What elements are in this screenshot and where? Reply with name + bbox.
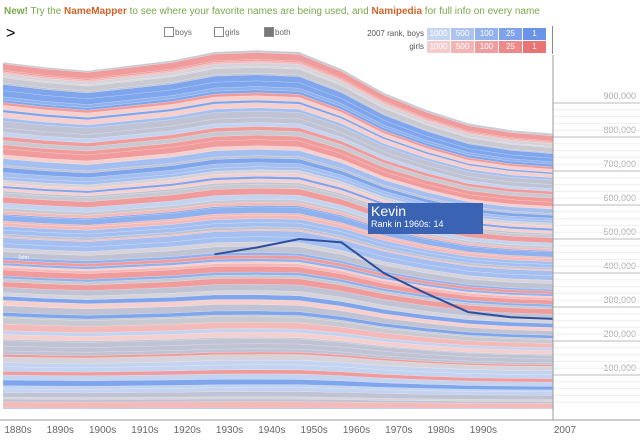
legend-girls-label: girls xyxy=(409,42,424,51)
girl-rank-500-cell[interactable]: 500 xyxy=(451,40,474,53)
girl-rank-25-cell[interactable]: 25 xyxy=(499,40,522,53)
new-label: New! xyxy=(4,6,28,17)
filter-both[interactable]: both xyxy=(264,27,291,37)
promo-banner: New! Try the NameMapper to see where you… xyxy=(4,5,638,18)
tooltip-name: Kevin xyxy=(371,203,407,219)
x-tick-label: 1990s xyxy=(470,425,497,436)
filter-label: both xyxy=(275,27,291,37)
both-checkbox[interactable] xyxy=(264,27,274,37)
girl-rank-1-cell[interactable]: 1 xyxy=(523,40,546,53)
x-tick-label: 1970s xyxy=(385,425,412,436)
girl-rank-100-cell[interactable]: 100 xyxy=(475,40,498,53)
expand-arrow-icon[interactable]: > xyxy=(6,25,16,42)
x-tick-label: 1950s xyxy=(301,425,328,436)
boy-rank-500-cell[interactable]: 500 xyxy=(451,27,474,40)
namipedia-link[interactable]: Namipedia xyxy=(371,6,423,17)
boy-rank-1000-cell[interactable]: 1000 xyxy=(427,27,450,40)
banner-text: Try the xyxy=(27,6,65,17)
boy-rank-25-cell[interactable]: 25 xyxy=(499,27,522,40)
y-tick-label: 900,000 xyxy=(603,91,636,101)
x-tick-label: 1910s xyxy=(131,425,158,436)
band-label-john: John xyxy=(18,255,29,261)
x-tick-label: 1920s xyxy=(174,425,201,436)
banner-text: to see where your favorite names are bei… xyxy=(126,6,372,17)
namemapper-link[interactable]: NameMapper xyxy=(64,6,127,17)
filter-label: girls xyxy=(225,27,240,37)
x-tick-label: 1980s xyxy=(427,425,454,436)
legend-boys-label: 2007 rank, boys xyxy=(367,29,424,38)
filter-label: boys xyxy=(175,27,192,37)
tooltip: Kevin Rank in 1960s: 14 xyxy=(368,203,483,234)
banner-text: for full info on every name xyxy=(422,6,540,17)
x-tick-label: 1940s xyxy=(258,425,285,436)
boy-rank-100-cell[interactable]: 100 xyxy=(475,27,498,40)
x-tick-label: 2007 xyxy=(554,425,577,436)
kevin-band[interactable] xyxy=(214,237,554,320)
tooltip-rank: Rank in 1960s: 14 xyxy=(371,219,444,229)
girls-checkbox[interactable] xyxy=(214,27,224,37)
girl-rank-1000-cell[interactable]: 1000 xyxy=(427,40,450,53)
boys-checkbox[interactable] xyxy=(164,27,174,37)
x-tick-label: 1880s xyxy=(4,425,31,436)
rank-legend: 2007 rank, boys 1000 500 100 25 1 girls 1000 50… xyxy=(355,27,547,53)
filter-boys[interactable]: boys xyxy=(164,27,192,37)
x-tick-label: 1930s xyxy=(216,425,243,436)
x-tick-label: 1900s xyxy=(89,425,116,436)
x-tick-label: 1960s xyxy=(343,425,370,436)
boy-rank-1-cell[interactable]: 1 xyxy=(523,27,546,40)
filter-girls[interactable]: girls xyxy=(214,27,240,37)
x-tick-label: 1890s xyxy=(47,425,74,436)
divider xyxy=(552,26,553,54)
